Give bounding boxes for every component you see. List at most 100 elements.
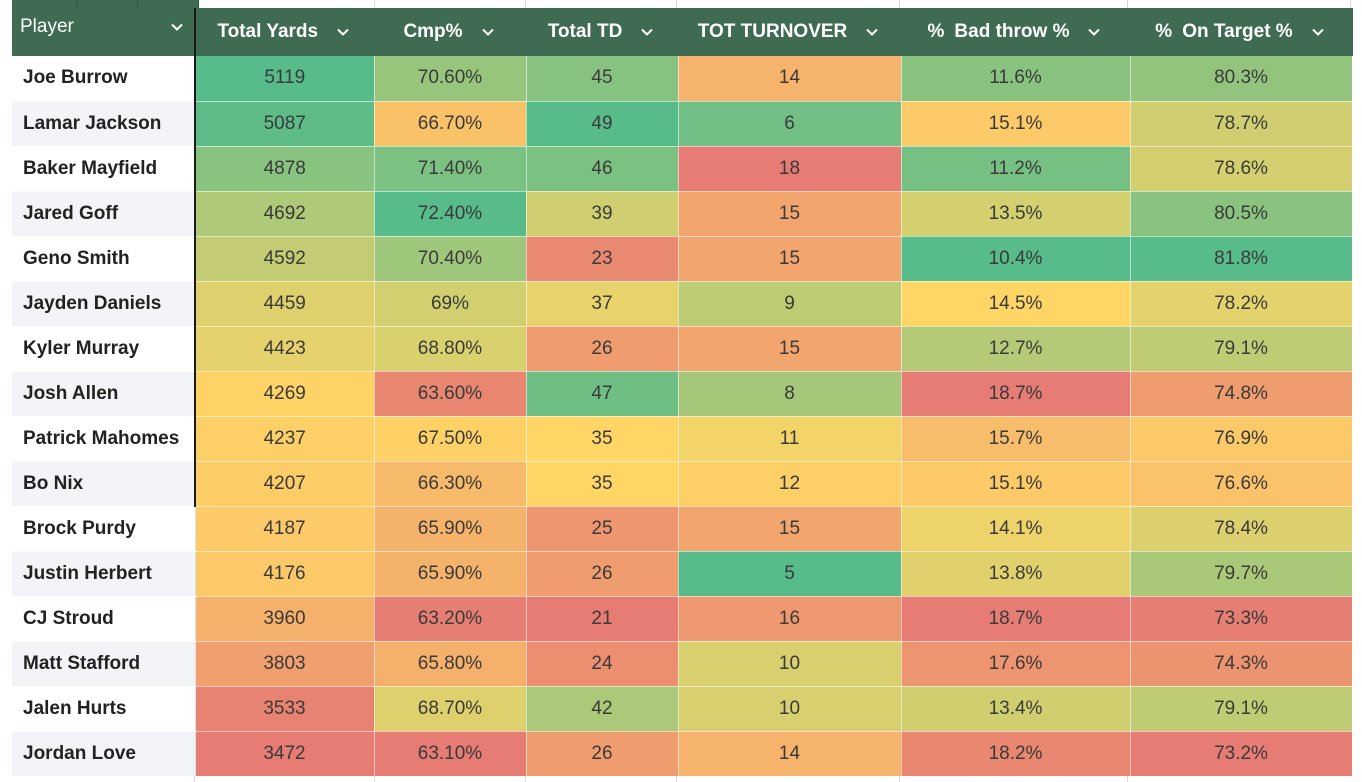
cell-total-td[interactable]: 39 xyxy=(526,191,679,237)
player-name-cell[interactable]: Jalen Hurts xyxy=(12,686,196,732)
header-cmp-pct[interactable]: Cmp% xyxy=(374,8,527,56)
cell-on-target-pct[interactable]: 73.2% xyxy=(1130,731,1353,777)
chevron-down-icon[interactable] xyxy=(638,23,656,41)
cell-tot-turnover[interactable]: 10 xyxy=(678,641,902,687)
cell-on-target-pct[interactable]: 76.6% xyxy=(1130,461,1353,507)
header-player[interactable]: Player xyxy=(12,8,196,56)
cell-on-target-pct[interactable]: 79.1% xyxy=(1130,326,1353,372)
cell-total-yards[interactable]: 4207 xyxy=(195,461,375,507)
player-name-cell[interactable]: Kyler Murray xyxy=(12,326,196,372)
cell-bad-throw-pct[interactable]: 18.7% xyxy=(901,596,1131,642)
cell-bad-throw-pct[interactable]: 12.7% xyxy=(901,326,1131,372)
cell-cmp-pct[interactable]: 71.40% xyxy=(374,146,527,192)
cell-cmp-pct[interactable]: 65.90% xyxy=(374,551,527,597)
cell-total-td[interactable]: 26 xyxy=(526,326,679,372)
cell-total-td[interactable]: 46 xyxy=(526,146,679,192)
cell-cmp-pct[interactable]: 63.60% xyxy=(374,371,527,417)
chevron-down-icon[interactable] xyxy=(479,23,497,41)
cell-total-yards[interactable]: 4878 xyxy=(195,146,375,192)
header-bad-throw-pct[interactable]: % Bad throw % xyxy=(901,8,1131,56)
player-name-cell[interactable]: Geno Smith xyxy=(12,236,196,282)
cell-on-target-pct[interactable]: 78.2% xyxy=(1130,281,1353,327)
player-name-cell[interactable]: Jordan Love xyxy=(12,731,196,777)
cell-bad-throw-pct[interactable]: 10.4% xyxy=(901,236,1131,282)
cell-tot-turnover[interactable]: 15 xyxy=(678,506,902,552)
player-name-cell[interactable]: Baker Mayfield xyxy=(12,146,196,192)
player-name-cell[interactable]: Lamar Jackson xyxy=(12,101,196,147)
cell-tot-turnover[interactable]: 14 xyxy=(678,731,902,777)
cell-tot-turnover[interactable]: 10 xyxy=(678,686,902,732)
chevron-down-icon[interactable] xyxy=(334,23,352,41)
cell-bad-throw-pct[interactable]: 11.6% xyxy=(901,56,1131,102)
cell-total-td[interactable]: 35 xyxy=(526,416,679,462)
cell-cmp-pct[interactable]: 69% xyxy=(374,281,527,327)
player-name-cell[interactable]: Josh Allen xyxy=(12,371,196,417)
cell-bad-throw-pct[interactable]: 14.5% xyxy=(901,281,1131,327)
cell-total-yards[interactable]: 4423 xyxy=(195,326,375,372)
cell-cmp-pct[interactable]: 68.70% xyxy=(374,686,527,732)
cell-total-yards[interactable]: 4176 xyxy=(195,551,375,597)
player-name-cell[interactable]: Bo Nix xyxy=(12,461,196,507)
chevron-down-icon[interactable] xyxy=(1085,23,1103,41)
cell-tot-turnover[interactable]: 15 xyxy=(678,191,902,237)
cell-on-target-pct[interactable]: 74.3% xyxy=(1130,641,1353,687)
player-name-cell[interactable]: Matt Stafford xyxy=(12,641,196,687)
cell-total-yards[interactable]: 5119 xyxy=(195,56,375,102)
cell-total-yards[interactable]: 3472 xyxy=(195,731,375,777)
cell-cmp-pct[interactable]: 68.80% xyxy=(374,326,527,372)
player-name-cell[interactable]: Jared Goff xyxy=(12,191,196,237)
cell-cmp-pct[interactable]: 70.60% xyxy=(374,56,527,102)
cell-bad-throw-pct[interactable]: 11.2% xyxy=(901,146,1131,192)
cell-on-target-pct[interactable]: 78.4% xyxy=(1130,506,1353,552)
cell-on-target-pct[interactable]: 80.3% xyxy=(1130,56,1353,102)
cell-cmp-pct[interactable]: 65.80% xyxy=(374,641,527,687)
cell-total-yards[interactable]: 4459 xyxy=(195,281,375,327)
cell-bad-throw-pct[interactable]: 13.5% xyxy=(901,191,1131,237)
cell-tot-turnover[interactable]: 9 xyxy=(678,281,902,327)
cell-cmp-pct[interactable]: 63.20% xyxy=(374,596,527,642)
cell-on-target-pct[interactable]: 81.8% xyxy=(1130,236,1353,282)
cell-bad-throw-pct[interactable]: 18.7% xyxy=(901,371,1131,417)
player-name-cell[interactable]: Jayden Daniels xyxy=(12,281,196,327)
cell-on-target-pct[interactable]: 79.1% xyxy=(1130,686,1353,732)
cell-tot-turnover[interactable]: 11 xyxy=(678,416,902,462)
cell-bad-throw-pct[interactable]: 13.8% xyxy=(901,551,1131,597)
cell-bad-throw-pct[interactable]: 14.1% xyxy=(901,506,1131,552)
cell-total-yards[interactable]: 3533 xyxy=(195,686,375,732)
cell-cmp-pct[interactable]: 70.40% xyxy=(374,236,527,282)
cell-total-td[interactable]: 37 xyxy=(526,281,679,327)
cell-total-yards[interactable]: 5087 xyxy=(195,101,375,147)
cell-bad-throw-pct[interactable]: 17.6% xyxy=(901,641,1131,687)
player-name-cell[interactable]: Justin Herbert xyxy=(12,551,196,597)
cell-tot-turnover[interactable]: 16 xyxy=(678,596,902,642)
cell-tot-turnover[interactable]: 8 xyxy=(678,371,902,417)
cell-total-yards[interactable]: 4692 xyxy=(195,191,375,237)
chevron-down-icon[interactable] xyxy=(863,23,881,41)
cell-total-yards[interactable]: 4187 xyxy=(195,506,375,552)
cell-on-target-pct[interactable]: 73.3% xyxy=(1130,596,1353,642)
cell-total-td[interactable]: 35 xyxy=(526,461,679,507)
cell-bad-throw-pct[interactable]: 15.7% xyxy=(901,416,1131,462)
header-total-td[interactable]: Total TD xyxy=(526,8,679,56)
cell-total-td[interactable]: 42 xyxy=(526,686,679,732)
cell-total-yards[interactable]: 4237 xyxy=(195,416,375,462)
cell-cmp-pct[interactable]: 67.50% xyxy=(374,416,527,462)
cell-bad-throw-pct[interactable]: 15.1% xyxy=(901,101,1131,147)
cell-total-yards[interactable]: 3960 xyxy=(195,596,375,642)
cell-on-target-pct[interactable]: 74.8% xyxy=(1130,371,1353,417)
header-on-target-pct[interactable]: % On Target % xyxy=(1130,8,1353,56)
cell-tot-turnover[interactable]: 6 xyxy=(678,101,902,147)
cell-total-td[interactable]: 23 xyxy=(526,236,679,282)
cell-total-td[interactable]: 24 xyxy=(526,641,679,687)
cell-tot-turnover[interactable]: 12 xyxy=(678,461,902,507)
cell-cmp-pct[interactable]: 66.70% xyxy=(374,101,527,147)
cell-cmp-pct[interactable]: 66.30% xyxy=(374,461,527,507)
cell-cmp-pct[interactable]: 72.40% xyxy=(374,191,527,237)
player-name-cell[interactable]: Patrick Mahomes xyxy=(12,416,196,462)
player-name-cell[interactable]: Brock Purdy xyxy=(12,506,196,552)
cell-total-td[interactable]: 26 xyxy=(526,551,679,597)
header-tot-turnover[interactable]: TOT TURNOVER xyxy=(678,8,902,56)
header-total-yards[interactable]: Total Yards xyxy=(195,8,375,56)
cell-on-target-pct[interactable]: 78.6% xyxy=(1130,146,1353,192)
cell-bad-throw-pct[interactable]: 18.2% xyxy=(901,731,1131,777)
